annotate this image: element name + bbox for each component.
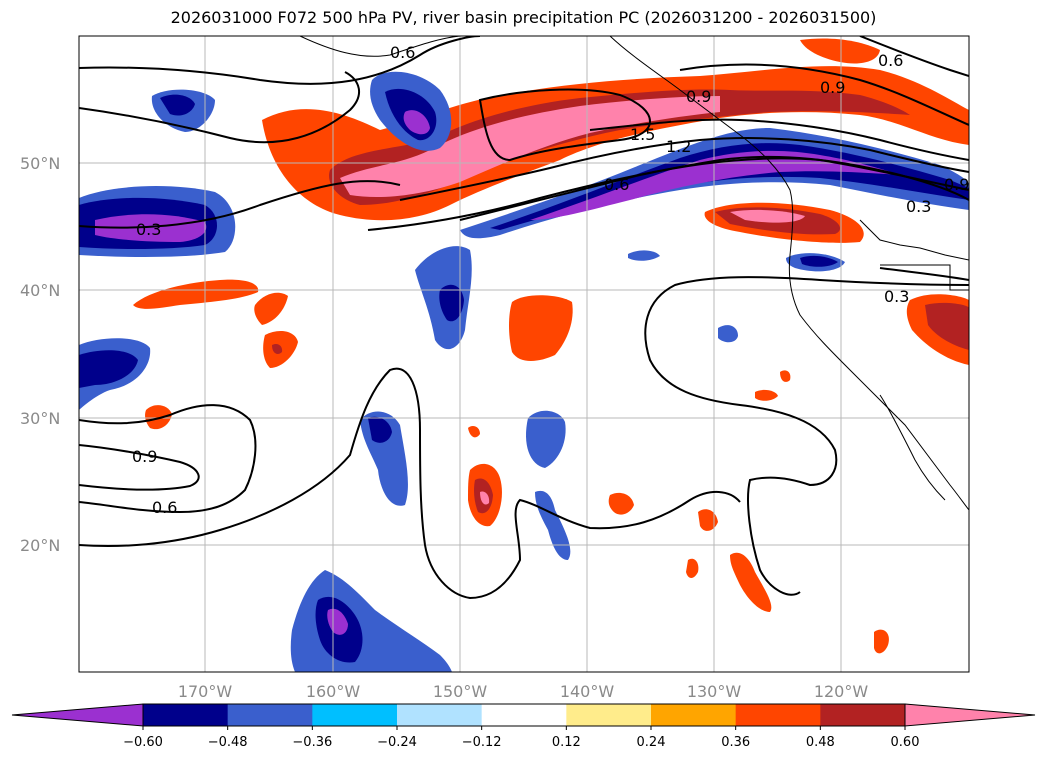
lon-label: 130°W [687, 682, 742, 701]
lat-label: 20°N [20, 536, 60, 555]
contour-label: 0.6 [390, 43, 415, 62]
contour-label: 0.9 [944, 175, 969, 194]
contour-label: 0.3 [884, 287, 909, 306]
map-title: 2026031000 F072 500 hPa PV, river basin … [170, 8, 877, 27]
contour-label: 0.6 [152, 498, 177, 517]
colorbar-tick-label: 0.12 [552, 735, 581, 750]
colorbar-tick-label: −0.24 [377, 735, 417, 750]
lat-label: 30°N [20, 409, 60, 428]
pv-contour [459, 157, 969, 221]
pv-contour [79, 444, 200, 491]
colorbar-segment [820, 704, 906, 726]
colorbar-tick-label: 0.48 [806, 735, 835, 750]
lat-label: 50°N [20, 154, 60, 173]
lon-label: 140°W [560, 682, 615, 701]
map-plot-area: 0.3 0.6 0.9 1.2 1.5 0.9 0.6 0.3 0.3 0.9 … [79, 36, 969, 672]
pv-contour [679, 63, 969, 126]
pv-contour [859, 36, 969, 77]
colorbar-extend-max [904, 703, 1036, 727]
lon-label: 160°W [306, 682, 361, 701]
lat-label: 40°N [20, 281, 60, 300]
contour-label: 0.9 [686, 87, 711, 106]
contour-label: 1.2 [666, 137, 691, 156]
contour-label: 0.3 [906, 197, 931, 216]
colorbar-segment [143, 704, 229, 726]
lon-label: 170°W [178, 682, 233, 701]
pv-contour [644, 276, 969, 596]
colorbar [11, 703, 1036, 727]
pv-contour [879, 267, 969, 281]
colorbar-frame [142, 703, 906, 727]
colorbar-segment [397, 704, 483, 726]
colorbar-tick-label: −0.12 [462, 735, 502, 750]
colorbar-tick-label: −0.36 [292, 735, 332, 750]
colorbar-extend-min [11, 703, 144, 727]
colorbar-tick-label: 0.60 [891, 735, 920, 750]
lon-labels: 170°W 160°W 150°W 140°W 130°W 120°W [178, 682, 869, 701]
pv-contour [399, 137, 969, 201]
contour-label: 0.9 [132, 447, 157, 466]
pv-contour [79, 36, 481, 85]
colorbar-tick-label: −0.48 [208, 735, 248, 750]
contour-label: 0.6 [878, 51, 903, 70]
contour-label: 1.5 [630, 125, 655, 144]
contour-labels: 0.3 0.6 0.9 1.2 1.5 0.9 0.6 0.3 0.3 0.9 … [132, 43, 969, 517]
colorbar-segment [735, 704, 821, 726]
lat-labels: 50°N 40°N 30°N 20°N [20, 154, 60, 555]
lon-label: 120°W [814, 682, 869, 701]
pv-contour [79, 71, 360, 144]
colorbar-ticks: −0.60 −0.48 −0.36 −0.24 −0.12 0.12 0.24 0.36 0.4… [123, 726, 919, 750]
colorbar-tick-label: 0.36 [721, 735, 750, 750]
lon-label: 150°W [433, 682, 488, 701]
contour-label: 0.9 [820, 78, 845, 97]
colorbar-segment [481, 704, 567, 726]
contour-label: 0.6 [604, 175, 629, 194]
pv-contour [79, 367, 741, 600]
pv-contour-layer [79, 36, 969, 600]
pv-contour [79, 404, 257, 514]
plot-frame [78, 35, 970, 673]
pv-contour [589, 118, 969, 161]
colorbar-tick-label: −0.60 [123, 735, 163, 750]
colorbar-segment [227, 704, 313, 726]
contour-label: 0.3 [136, 220, 161, 239]
colorbar-segment [312, 704, 398, 726]
colorbar-segment [651, 704, 737, 726]
pv-contour [478, 88, 651, 162]
colorbar-tick-label: 0.24 [637, 735, 666, 750]
colorbar-segment [566, 704, 652, 726]
map-gridlines [79, 36, 969, 672]
pv-contour [79, 180, 401, 229]
